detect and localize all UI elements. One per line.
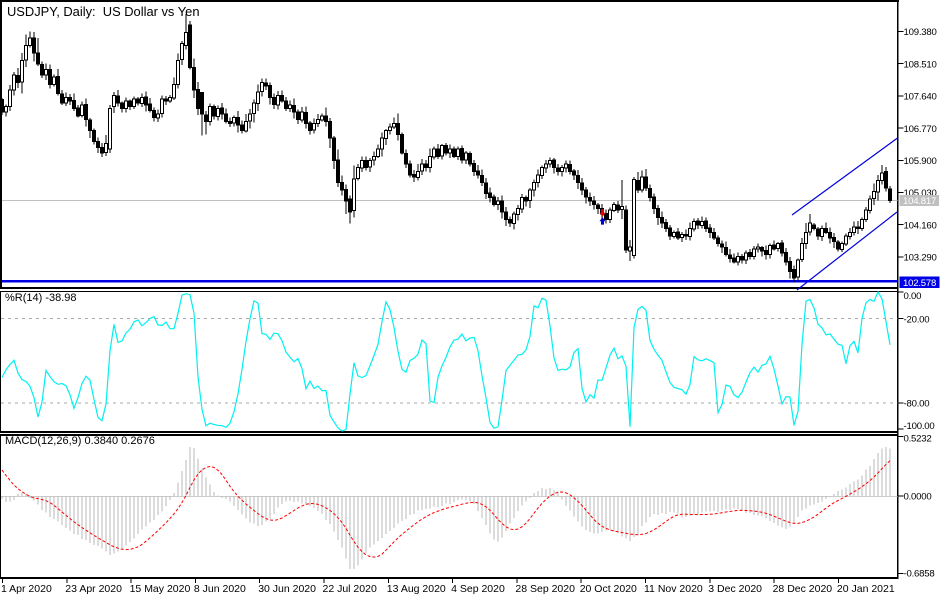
svg-text:-20.00: -20.00 [904,314,930,325]
svg-text:105.900: 105.900 [904,156,937,167]
svg-text:103.290: 103.290 [904,253,937,264]
svg-text:22 Jul 2020: 22 Jul 2020 [323,583,377,595]
svg-text:-80.00: -80.00 [904,399,930,410]
svg-text:0.0000: 0.0000 [904,492,932,503]
svg-text:106.770: 106.770 [904,124,937,135]
svg-text:28 Sep 2020: 28 Sep 2020 [515,583,575,595]
svg-text:0.5232: 0.5232 [904,434,932,445]
svg-text:102.578: 102.578 [903,278,936,289]
svg-text:23 Apr 2020: 23 Apr 2020 [65,583,122,595]
svg-text:15 May 2020: 15 May 2020 [130,583,191,595]
svg-text:11 Nov 2020: 11 Nov 2020 [644,583,703,595]
svg-text:-100.00: -100.00 [904,421,935,432]
svg-text:109.380: 109.380 [904,27,937,38]
svg-text:107.640: 107.640 [904,92,937,103]
svg-text:%R(14) -38.98: %R(14) -38.98 [5,292,77,304]
svg-text:4 Sep 2020: 4 Sep 2020 [451,583,505,595]
svg-text:USDJPY, Daily: US Dollar vs Y: USDJPY, Daily: US Dollar vs Yen [7,4,199,19]
svg-text:20 Jan 2021: 20 Jan 2021 [837,583,895,595]
svg-text:104.817: 104.817 [903,196,936,207]
svg-text:13 Aug 2020: 13 Aug 2020 [387,583,446,595]
svg-text:104.160: 104.160 [904,220,937,231]
svg-text:8 Jun 2020: 8 Jun 2020 [194,583,246,595]
svg-text:0.00: 0.00 [904,291,922,302]
svg-text:108.510: 108.510 [904,59,937,70]
svg-text:30 Jun 2020: 30 Jun 2020 [258,583,316,595]
svg-text:20 Oct 2020: 20 Oct 2020 [580,583,637,595]
svg-text:1 Apr 2020: 1 Apr 2020 [1,583,52,595]
svg-text:MACD(12,26,9) 0.3840 0.2676: MACD(12,26,9) 0.3840 0.2676 [5,435,155,447]
svg-text:3 Dec 2020: 3 Dec 2020 [708,583,762,595]
svg-text:105.030: 105.030 [904,188,937,199]
svg-text:28 Dec 2020: 28 Dec 2020 [773,583,833,595]
svg-text:-0.6858: -0.6858 [904,569,935,580]
